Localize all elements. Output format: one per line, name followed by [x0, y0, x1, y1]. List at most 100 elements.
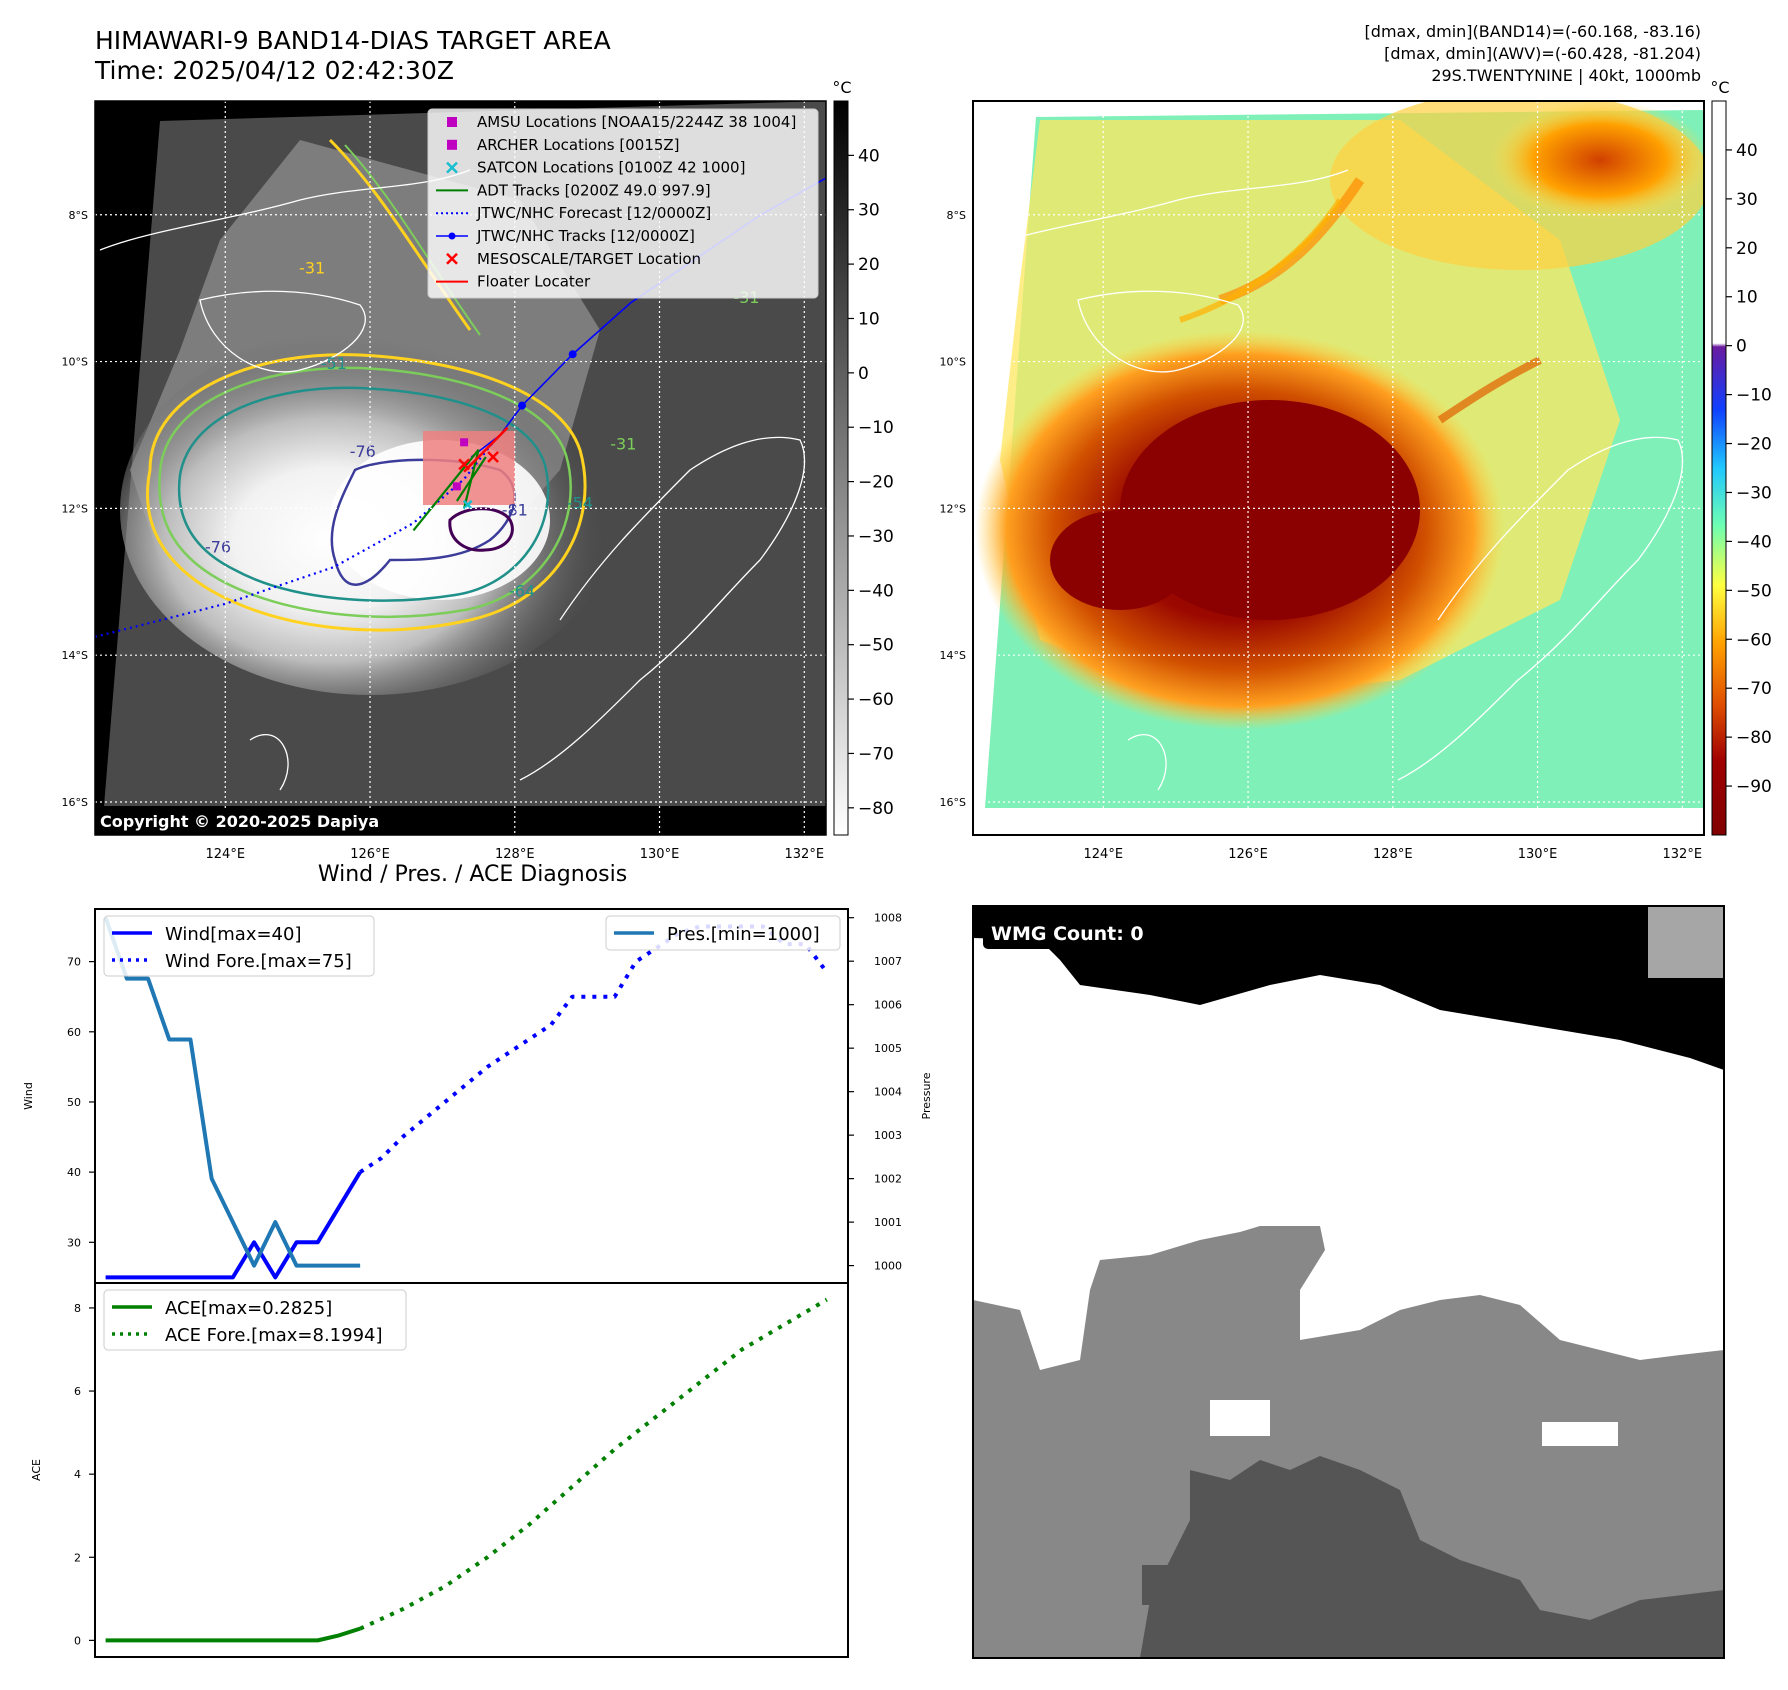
- lon-tick-label: 124°E: [206, 847, 246, 862]
- wind-legend: [103, 915, 375, 977]
- y-tick-label: 60: [67, 1026, 81, 1039]
- jtwc-track-point: [518, 401, 527, 410]
- legend-marker-dot: [448, 232, 456, 240]
- jtwc-forecast-track: [95, 441, 494, 638]
- legend-pressure: Pres.[min=1000]: [667, 924, 820, 945]
- contour-label: -81: [502, 501, 528, 520]
- y-right-tick-label: 1002: [874, 1173, 902, 1186]
- lon-tick-label: 132°E: [785, 847, 825, 862]
- y-right-tick-label: 1007: [874, 955, 902, 968]
- floater-locater-line: [463, 426, 509, 473]
- colorbar-tick-label: −30: [1736, 483, 1772, 503]
- y-tick-label: 8: [74, 1302, 81, 1315]
- colorbar-tick-label: 20: [1736, 239, 1758, 259]
- ace-axis-label: ACE: [30, 1459, 43, 1481]
- wmg-dark-region: [1140, 1456, 1724, 1658]
- lat-tick-label: 12°S: [62, 502, 88, 515]
- lat-tick-label: 16°S: [62, 796, 88, 809]
- target-location-marker: [487, 451, 499, 463]
- copyright-label: Copyright © 2020-2025 Dapiya: [100, 812, 379, 831]
- colorbar-tick-label: 30: [1736, 190, 1758, 210]
- y-tick-label: 50: [67, 1096, 81, 1109]
- lat-tick-label: 14°S: [62, 649, 88, 662]
- wmg-panel: WMG Count: 0: [972, 905, 1725, 1659]
- y-right-tick-label: 1004: [874, 1086, 902, 1099]
- ir-legend-item: AMSU Locations [NOAA15/2244Z 38 1004]: [477, 113, 796, 131]
- info-storm: 29S.TWENTYNINE | 40kt, 1000mb: [1431, 66, 1701, 85]
- lon-tick-label: 130°E: [640, 847, 680, 862]
- colorbar-tick-label: 10: [858, 309, 880, 329]
- colorbar-tick-label: −80: [858, 799, 894, 819]
- coastline: [99, 169, 471, 251]
- lon-tick-label: 126°E: [1228, 847, 1268, 862]
- colorbar-tick-label: −10: [858, 418, 894, 438]
- gray-colorbar-unit: °C: [832, 78, 851, 97]
- color-colorbar-unit: °C: [1710, 78, 1729, 97]
- amsu-archer-marker: [452, 482, 461, 491]
- figure-title: HIMAWARI-9 BAND14-DIAS TARGET AREA: [95, 26, 611, 55]
- legend-marker-x: [446, 252, 458, 265]
- pressure-axis-label: Pressure: [920, 1072, 933, 1119]
- colorbar-tick-label: −20: [858, 473, 894, 493]
- lon-tick-label: 128°E: [495, 847, 535, 862]
- info-awv-range: [dmax, dmin](AWV)=(-60.428, -81.204): [1384, 44, 1701, 63]
- colorbar-tick-label: 40: [858, 146, 880, 166]
- contour-label: -31: [299, 258, 325, 277]
- y-tick-label: 6: [74, 1385, 81, 1398]
- legend-ace: ACE[max=0.2825]: [165, 1298, 332, 1319]
- colorbar-tick-label: −10: [1736, 386, 1772, 406]
- ir-legend-item: ADT Tracks [0200Z 49.0 997.9]: [477, 181, 711, 199]
- target-location-marker: [458, 458, 471, 471]
- lat-tick-label: 10°S: [62, 356, 88, 369]
- colorbar-tick-label: −20: [1736, 435, 1772, 455]
- colorbar-tick-label: −30: [858, 527, 894, 547]
- adt-track: [412, 448, 480, 532]
- y-tick-label: 30: [67, 1236, 81, 1249]
- lon-tick-label: 132°E: [1663, 847, 1703, 862]
- ir-gridlines: 124°E 126°E 128°E 130°E 132°E 8°S 10°S 12°S 14°S…: [62, 101, 826, 862]
- colorbar-tick-label: 30: [858, 201, 880, 221]
- y-right-tick-label: 1000: [874, 1260, 902, 1273]
- y-right-tick-label: 1003: [874, 1129, 902, 1142]
- contour-label: -76: [350, 442, 376, 461]
- y-right-tick-label: 1001: [874, 1216, 902, 1229]
- series-line-0: [105, 1171, 362, 1280]
- legend-wind-forecast: Wind Fore.[max=75]: [165, 951, 352, 972]
- colorbar-tick-label: −50: [1736, 581, 1772, 601]
- lon-tick-label: 130°E: [1518, 847, 1558, 862]
- ir-legend: [427, 108, 819, 299]
- color-map-panel: 124°E 126°E 128°E 130°E 132°E 8°S 10°S 12°S 14°S…: [940, 100, 1705, 862]
- colorbar-tick-label: 10: [1736, 288, 1758, 308]
- ir-legend-item: JTWC/NHC Forecast [12/0000Z]: [476, 204, 711, 222]
- lon-tick-label: 128°E: [1373, 847, 1413, 862]
- gray-colorbar: °C 40 30 20 10 0 −10 −20 −30 −40 −50 −60 −70 −80: [832, 78, 894, 836]
- contour-label: -64: [509, 581, 535, 600]
- legend-marker-x: [446, 161, 458, 174]
- ace-legend: [103, 1289, 407, 1351]
- contour-teal: [177, 386, 550, 602]
- lon-tick-label: 124°E: [1084, 847, 1124, 862]
- series-line-0: [105, 1626, 361, 1643]
- y-tick-label: 70: [67, 956, 81, 969]
- colorbar-tick-label: −90: [1736, 777, 1772, 797]
- colorbar-tick-label: −50: [858, 636, 894, 656]
- contour-label: -76: [205, 537, 231, 556]
- contour-label: -54: [567, 493, 593, 512]
- lat-tick-label: 14°S: [940, 649, 966, 662]
- amsu-archer-marker: [460, 438, 469, 447]
- ace-panel: 0 2 4 6 8 ACE ACE[max=0.2825] ACE Fore.[max=…: [30, 1282, 849, 1658]
- lat-tick-label: 8°S: [69, 209, 88, 222]
- colorbar-tick-label: −70: [858, 744, 894, 764]
- wmg-gray-region: [973, 1226, 1724, 1658]
- contour-purple: [448, 507, 514, 552]
- ir-legend-item: MESOSCALE/TARGET Location: [477, 250, 701, 268]
- contour-label: -31: [610, 435, 636, 454]
- color-colorbar: °C 40 30 20 10 0 −10 −20 −30 −40 −50 −60 −70 −80 −90: [1710, 78, 1772, 836]
- y-tick-label: 0: [74, 1634, 81, 1647]
- legend-marker-square: [447, 139, 457, 150]
- pressure-legend: [605, 915, 841, 951]
- legend-wind: Wind[max=40]: [165, 924, 302, 945]
- ir-legend-item: SATCON Locations [0100Z 42 1000]: [477, 159, 745, 177]
- colorbar-tick-label: −40: [1736, 532, 1772, 552]
- wmg-count-label: WMG Count: 0: [991, 923, 1144, 945]
